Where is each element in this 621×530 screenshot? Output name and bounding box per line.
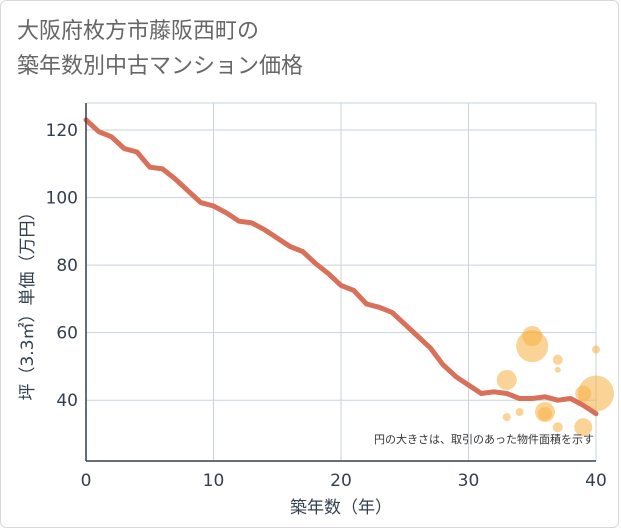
bubble-point-7 [552,422,563,433]
axes [85,103,596,462]
title-line-2: 築年数別中古マンション価格 [17,54,304,79]
y-axis-title: 坪（3.3㎡）単価（万円） [18,203,38,400]
bubble-point-2 [496,369,517,390]
x-tick-label-10: 10 [203,471,225,491]
bubble-point-4 [502,413,511,422]
series-line-0 [83,117,599,417]
line-layer [83,117,599,417]
bubble-point-9 [552,354,563,365]
bubble-point-3 [515,408,524,417]
bubble-size-note: 円の大きさは、取引のあった物件面積を示す [374,432,594,446]
x-tick-label-30: 30 [458,471,480,491]
bubble-point-8 [554,366,561,373]
x-tick-label-20: 20 [330,471,352,491]
bubble-point-13 [592,345,600,354]
bubble-layer [496,326,614,437]
y-tick-label-40: 40 [56,391,78,411]
y-tick-label-100: 100 [46,189,78,209]
chart-title: 大阪府枚方市藤阪西町の 築年数別中古マンション価格 [17,14,303,84]
x-axis-title: 築年数（年） [290,498,392,518]
title-line-1: 大阪府枚方市藤阪西町の [17,19,260,44]
x-tick-label-40: 40 [585,471,607,491]
bubble-point-10 [574,418,593,437]
bubble-point-6 [538,406,552,421]
y-tick-label-120: 120 [46,121,78,141]
x-tick-label-0: 0 [81,471,92,491]
y-tick-label-80: 80 [56,256,78,276]
y-tick-label-60: 60 [56,324,78,344]
bubble-point-12 [578,375,614,412]
bubble-point-1 [522,326,543,347]
tick-labels: 0 10 20 30 40 40 60 80 100 120 [46,121,607,491]
